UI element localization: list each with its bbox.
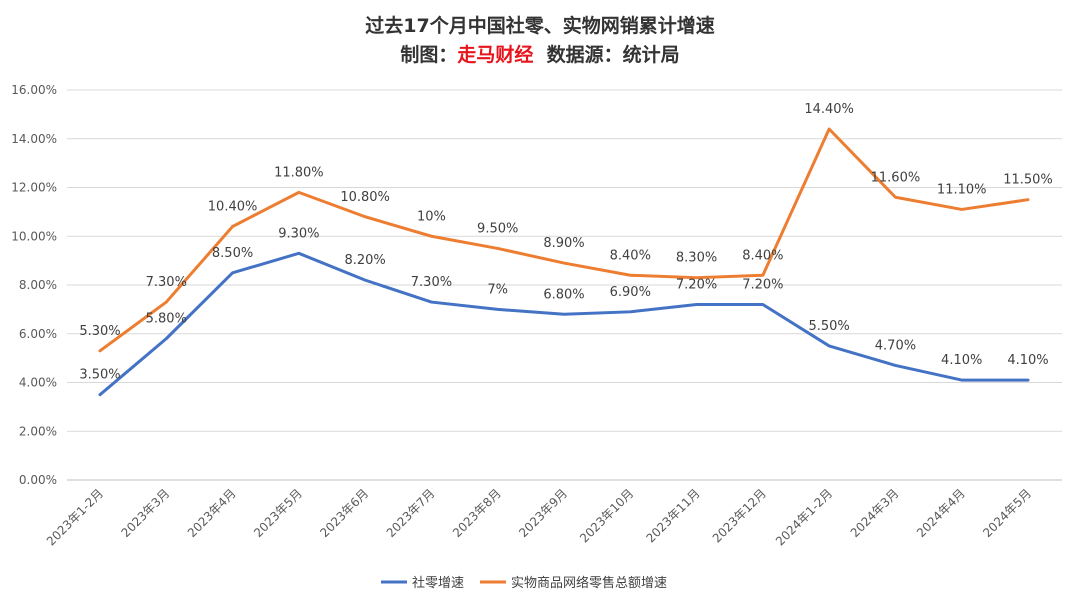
x-tick-label: 2023年10月	[577, 486, 636, 545]
data-labels: 3.50% 5.80% 8.50% 9.30% 8.20% 7.30% 7% 6.80% 6.9…	[79, 102, 1052, 383]
data-label: 10%	[417, 209, 446, 224]
y-tick-label: 16.00%	[11, 83, 57, 97]
data-label: 6.90%	[610, 285, 651, 300]
x-tick-label: 2023年8月	[450, 486, 504, 540]
data-label: 8.50%	[212, 246, 253, 261]
chart-title: 过去17个月中国社零、实物网销累计增速	[365, 14, 714, 37]
y-tick-label: 2.00%	[19, 424, 57, 438]
x-tick-label: 2023年9月	[516, 486, 570, 540]
data-label: 3.50%	[79, 368, 120, 383]
data-label: 11.60%	[871, 170, 921, 185]
data-label: 8.40%	[742, 248, 783, 263]
data-label: 4.10%	[1007, 353, 1048, 368]
data-label: 7.30%	[146, 275, 187, 290]
y-tick-label: 6.00%	[19, 327, 57, 341]
data-label: 9.30%	[278, 226, 319, 241]
y-tick-label: 0.00%	[19, 473, 57, 487]
grid-lines	[67, 89, 1062, 481]
chart-subtitle: 制图：走马财经 数据源：统计局	[400, 43, 679, 66]
y-axis: 0.00% 2.00% 4.00% 6.00% 8.00% 10.00% 12.00% 14.…	[11, 83, 57, 487]
data-label: 6.80%	[543, 287, 584, 302]
data-label: 4.70%	[875, 338, 916, 353]
x-tick-label: 2023年3月	[119, 486, 173, 540]
y-tick-label: 14.00%	[11, 132, 57, 146]
x-tick-label: 2023年12月	[710, 486, 769, 545]
data-label: 10.80%	[340, 190, 390, 205]
data-label: 5.50%	[808, 319, 849, 334]
data-label: 7.20%	[742, 278, 783, 293]
x-tick-label: 2023年1-2月	[44, 486, 106, 548]
subtitle-suffix: 数据源：统计局	[533, 43, 679, 66]
data-label: 7.20%	[676, 278, 717, 293]
data-label: 8.30%	[676, 251, 717, 266]
x-tick-label: 2023年7月	[384, 486, 438, 540]
y-tick-label: 12.00%	[11, 181, 57, 195]
x-axis: 2023年1-2月 2023年3月 2023年4月 2023年5月 2023年6月 202…	[44, 486, 1034, 548]
y-tick-label: 8.00%	[19, 278, 57, 292]
subtitle-prefix: 制图：	[400, 43, 457, 66]
subtitle-brand: 走马财经	[457, 43, 533, 66]
data-label: 11.50%	[1003, 173, 1053, 188]
legend: 社零增速 实物商品网络零售总额增速	[381, 575, 667, 591]
y-tick-label: 10.00%	[11, 229, 57, 243]
data-label: 14.40%	[804, 102, 854, 117]
legend-label-1: 社零增速	[412, 575, 464, 591]
x-tick-label: 2023年11月	[643, 486, 702, 545]
data-label: 8.20%	[344, 253, 385, 268]
x-tick-label: 2024年3月	[848, 486, 902, 540]
data-label: 7.30%	[411, 275, 452, 290]
data-label: 4.10%	[941, 353, 982, 368]
x-tick-label: 2024年1-2月	[773, 486, 835, 548]
series-lines	[98, 127, 1030, 397]
data-label: 8.90%	[543, 236, 584, 251]
data-label: 7%	[487, 282, 508, 297]
data-label: 5.30%	[79, 324, 120, 339]
x-tick-label: 2024年4月	[914, 486, 968, 540]
data-label: 11.80%	[274, 165, 324, 180]
x-tick-label: 2023年5月	[251, 486, 305, 540]
chart-title-group: 过去17个月中国社零、实物网销累计增速 制图：走马财经 数据源：统计局	[365, 14, 714, 66]
series-line-2	[98, 127, 1030, 353]
data-label: 5.80%	[146, 312, 187, 327]
x-tick-label: 2023年4月	[185, 486, 239, 540]
x-tick-label: 2024年5月	[980, 486, 1034, 540]
legend-label-2: 实物商品网络零售总额增速	[511, 575, 667, 591]
x-tick-label: 2023年6月	[317, 486, 371, 540]
y-tick-label: 4.00%	[19, 376, 57, 390]
data-label: 10.40%	[208, 200, 258, 215]
data-label: 9.50%	[477, 221, 518, 236]
data-label: 11.10%	[937, 182, 987, 197]
series-line-1	[98, 251, 1030, 397]
data-label: 8.40%	[610, 248, 651, 263]
